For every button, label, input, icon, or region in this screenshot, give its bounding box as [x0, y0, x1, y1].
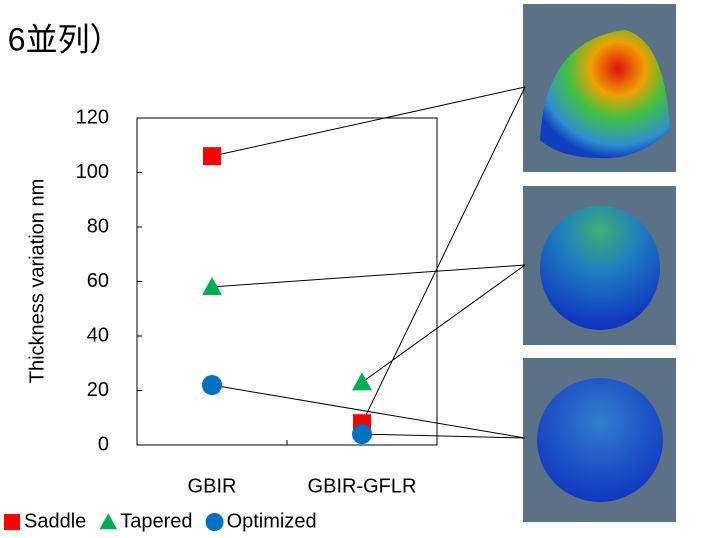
chart: , 6並列） Thickness variation nm 0 20 40 60 80 1… — [0, 0, 704, 538]
wafer — [537, 378, 663, 502]
y-tick-label: 0 — [98, 433, 109, 455]
legend-label: Saddle — [24, 510, 86, 532]
wafer — [540, 206, 660, 330]
y-tick-label: 20 — [87, 379, 109, 401]
y-tick-label: 40 — [87, 324, 109, 346]
marker — [4, 514, 20, 530]
x-tick-label: GBIR-GFLR — [308, 475, 417, 497]
connector — [212, 265, 525, 287]
legend-label: Optimized — [227, 510, 317, 532]
y-tick-label: 100 — [76, 161, 109, 183]
marker — [202, 375, 222, 395]
connector — [362, 434, 525, 438]
marker — [99, 513, 117, 529]
y-tick-label: 80 — [87, 215, 109, 237]
connector — [362, 87, 525, 423]
y-tick-label: 120 — [76, 106, 109, 128]
chart-title: , 6並列） — [0, 21, 122, 57]
marker — [352, 424, 372, 444]
legend-label: Tapered — [120, 510, 192, 532]
marker — [352, 372, 372, 390]
x-tick-label: GBIR — [188, 475, 237, 497]
images — [523, 4, 676, 522]
marker — [206, 513, 224, 531]
connector — [212, 87, 525, 156]
connector — [362, 265, 525, 382]
y-axis-label: Thickness variation nm — [26, 179, 48, 384]
y-tick-label: 60 — [87, 270, 109, 292]
marker — [203, 147, 221, 165]
